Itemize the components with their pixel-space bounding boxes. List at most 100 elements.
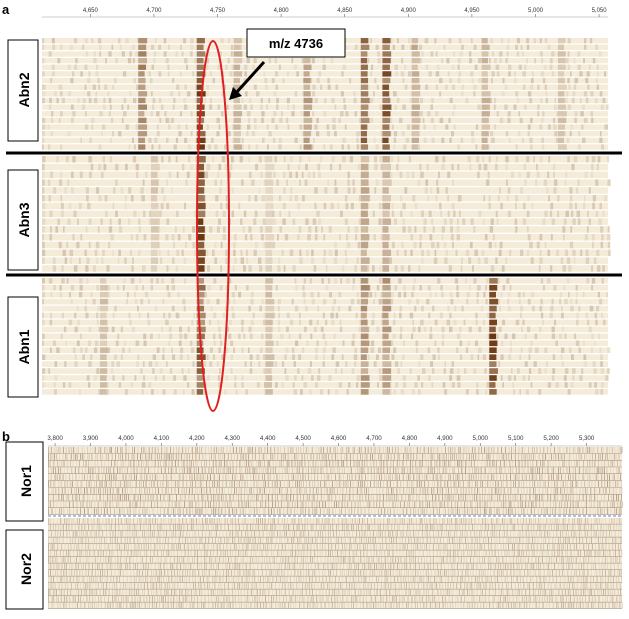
band xyxy=(497,195,500,202)
band xyxy=(406,447,408,453)
band xyxy=(484,257,488,264)
band xyxy=(459,326,462,333)
band xyxy=(76,501,78,508)
band xyxy=(79,347,83,354)
band xyxy=(527,467,529,474)
band xyxy=(187,368,190,374)
band xyxy=(127,481,129,487)
band xyxy=(507,375,512,381)
band xyxy=(553,124,557,130)
band xyxy=(77,481,79,487)
band xyxy=(212,312,217,319)
band xyxy=(577,64,582,70)
band xyxy=(472,501,474,508)
band xyxy=(165,453,167,460)
peak-band xyxy=(489,340,498,347)
band xyxy=(137,354,140,360)
band xyxy=(322,64,326,70)
band xyxy=(102,474,104,481)
peak-band xyxy=(303,111,310,117)
band xyxy=(182,447,184,453)
band xyxy=(594,453,596,460)
band xyxy=(53,487,54,494)
band xyxy=(328,494,330,501)
peak-band xyxy=(382,44,390,50)
band xyxy=(373,501,375,508)
band xyxy=(244,71,247,77)
band xyxy=(561,312,564,319)
lane-row xyxy=(42,131,608,137)
band xyxy=(377,382,379,388)
band xyxy=(353,447,355,453)
band xyxy=(463,447,465,453)
band xyxy=(146,487,148,494)
band xyxy=(42,117,46,124)
band xyxy=(60,501,62,508)
band xyxy=(129,501,131,508)
band xyxy=(389,467,391,474)
band xyxy=(415,340,419,347)
band xyxy=(419,97,423,104)
lane-background xyxy=(42,326,608,333)
band xyxy=(218,467,220,474)
band xyxy=(425,501,427,508)
band xyxy=(483,291,486,298)
band xyxy=(250,319,254,326)
band xyxy=(568,467,570,474)
band xyxy=(69,481,71,487)
band xyxy=(253,481,255,487)
band xyxy=(585,447,587,453)
band xyxy=(397,368,401,374)
band xyxy=(558,467,559,474)
band xyxy=(398,278,402,284)
band xyxy=(579,97,582,104)
band xyxy=(403,382,407,388)
band xyxy=(308,494,310,501)
band xyxy=(387,447,388,453)
band xyxy=(545,97,548,104)
band xyxy=(214,508,216,515)
band xyxy=(379,518,381,524)
band xyxy=(447,487,449,494)
band xyxy=(510,481,512,487)
peak-band xyxy=(411,137,420,144)
band xyxy=(352,187,356,194)
band xyxy=(120,447,122,453)
band xyxy=(464,508,466,515)
band xyxy=(106,347,111,354)
band xyxy=(200,481,202,487)
band xyxy=(131,326,135,333)
band xyxy=(81,447,83,453)
band xyxy=(346,389,349,395)
band xyxy=(169,368,173,374)
band xyxy=(191,487,193,494)
band xyxy=(311,501,313,508)
band xyxy=(397,291,402,298)
band xyxy=(168,518,170,524)
band xyxy=(419,460,421,467)
band xyxy=(372,312,375,319)
band xyxy=(490,218,494,225)
band xyxy=(480,305,484,312)
band xyxy=(42,319,45,326)
band xyxy=(144,508,146,515)
band xyxy=(553,494,555,501)
band xyxy=(534,333,538,340)
band xyxy=(120,326,124,333)
band xyxy=(213,333,216,340)
band xyxy=(117,447,118,453)
band xyxy=(343,474,344,481)
band xyxy=(496,333,499,340)
band xyxy=(222,234,227,241)
band xyxy=(229,71,233,77)
band xyxy=(311,375,314,381)
band xyxy=(198,467,199,474)
band xyxy=(274,124,279,130)
band xyxy=(595,319,598,326)
band xyxy=(201,447,203,453)
band xyxy=(316,210,320,218)
band xyxy=(281,501,282,508)
band xyxy=(558,474,560,481)
band xyxy=(55,508,57,515)
band xyxy=(183,257,187,264)
